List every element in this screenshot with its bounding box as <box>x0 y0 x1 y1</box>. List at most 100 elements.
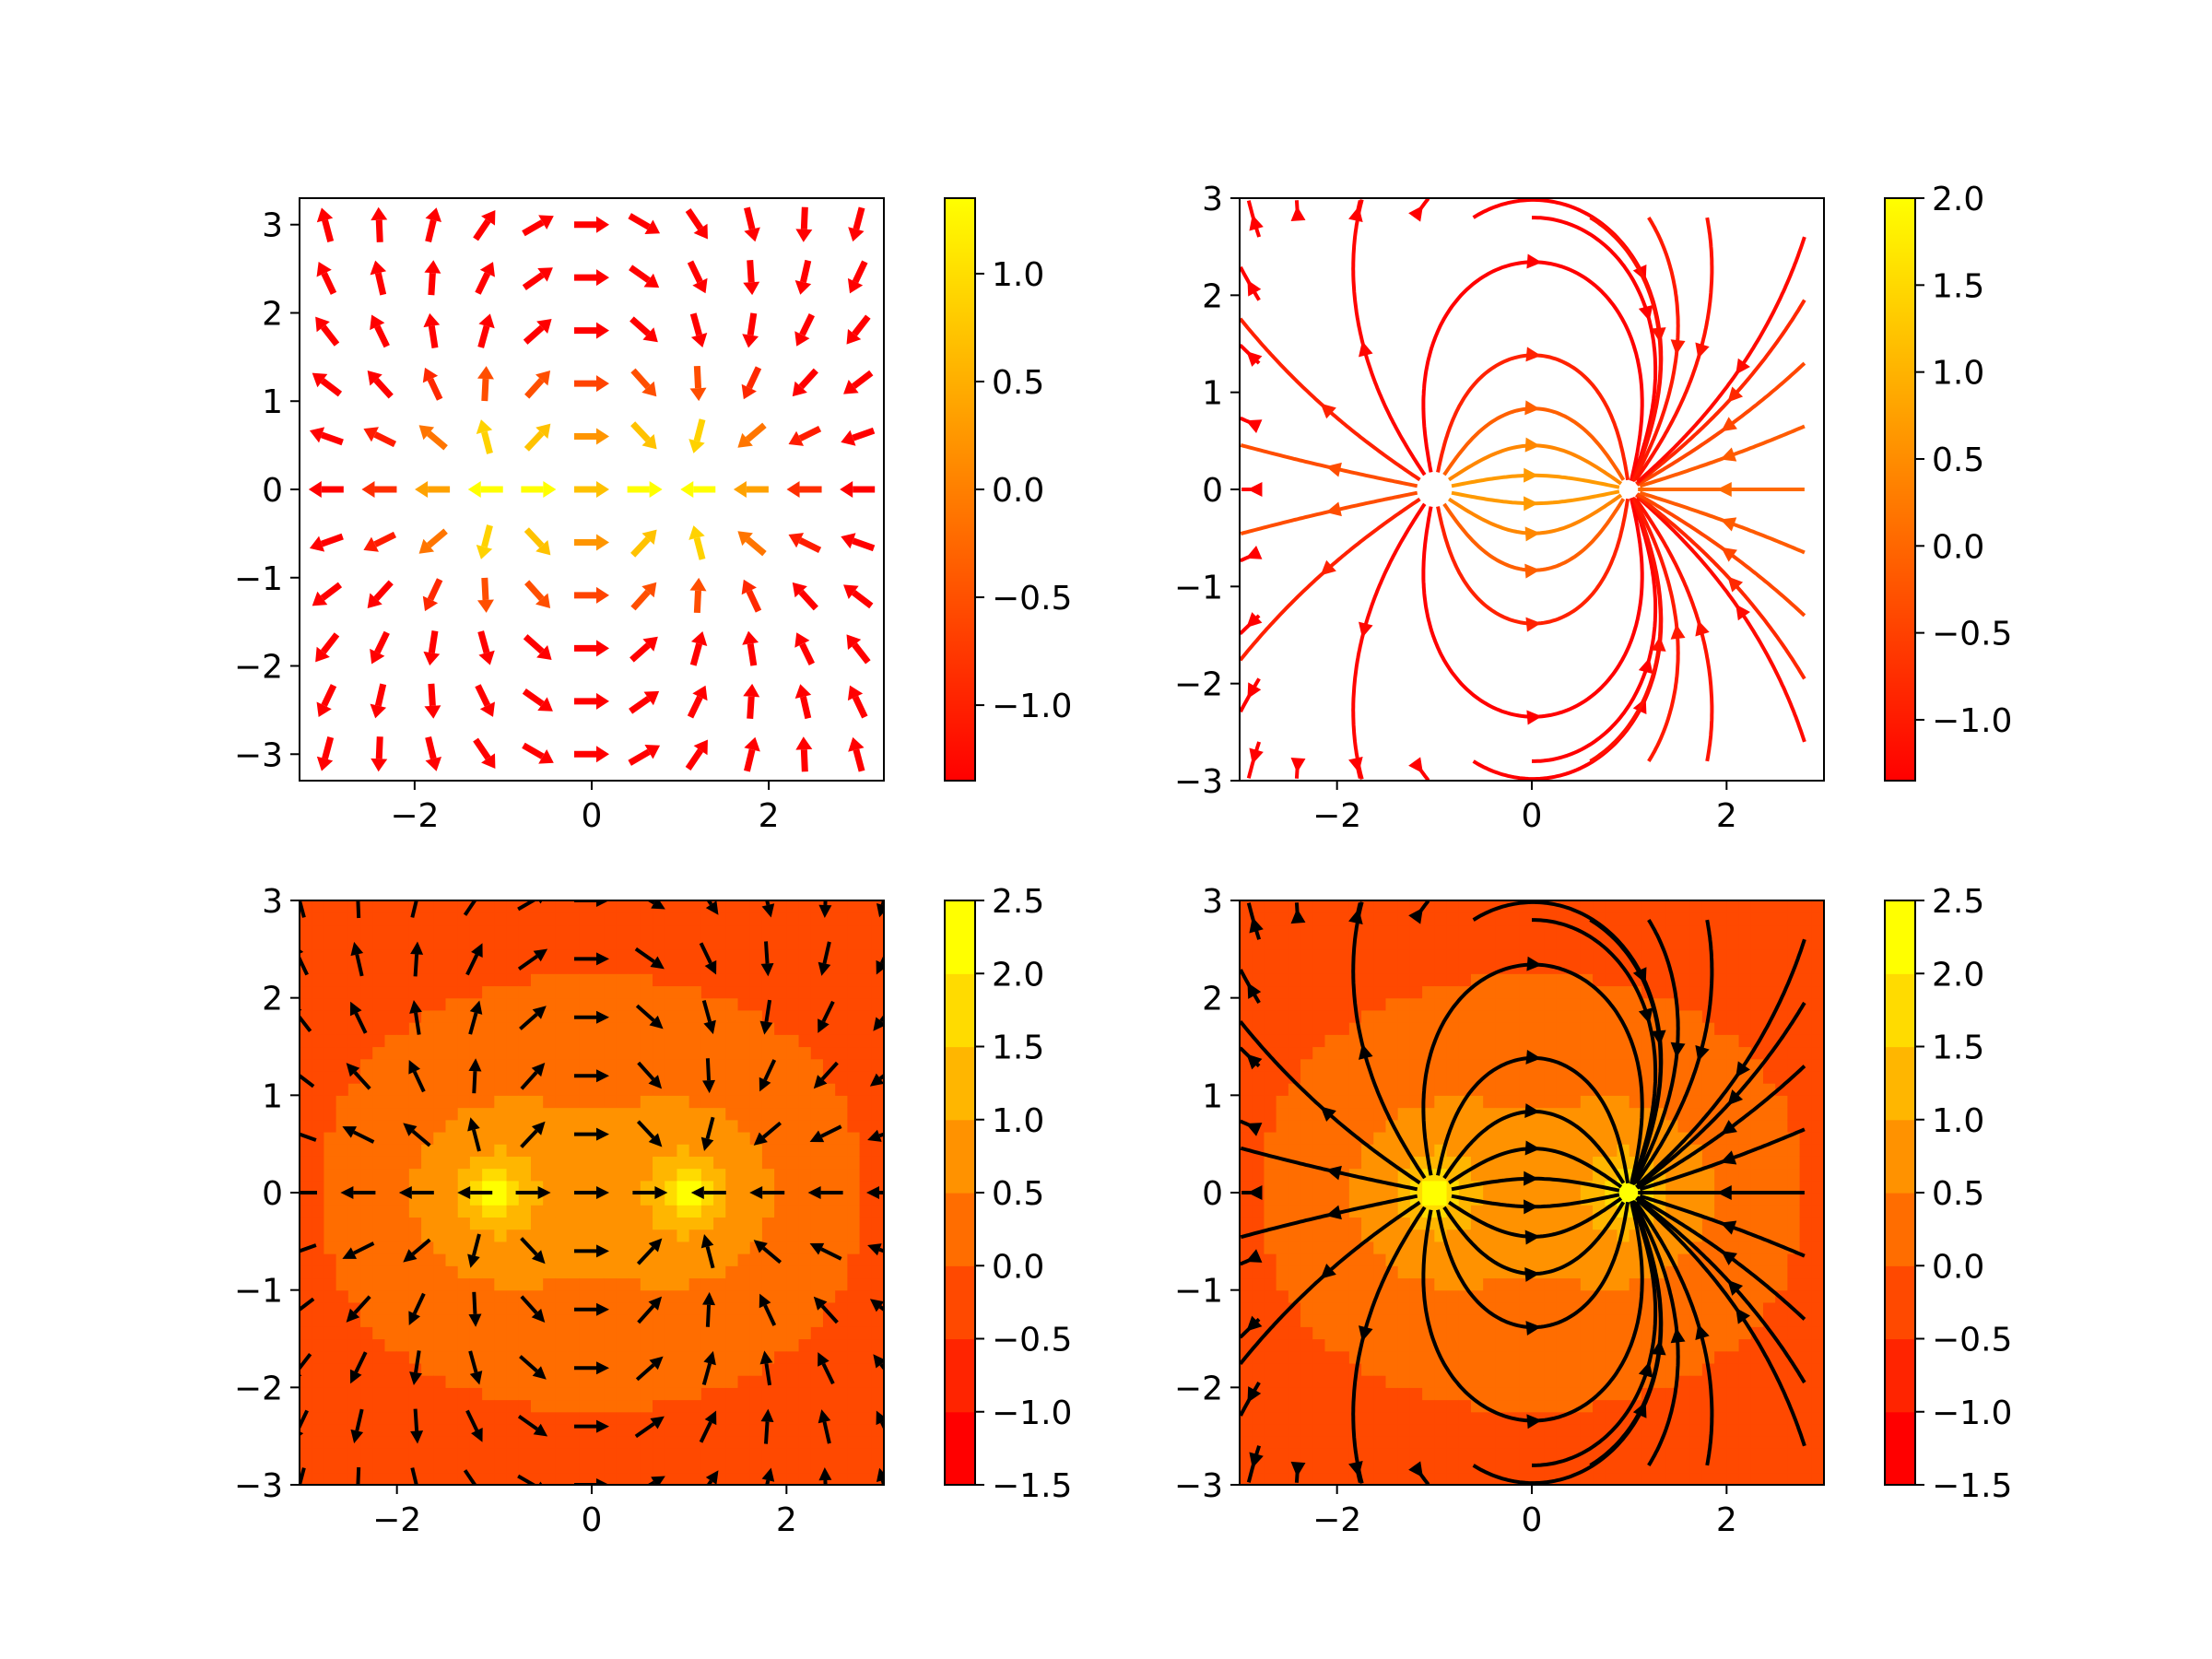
contour-cell <box>555 1022 569 1035</box>
contour-cell <box>640 1095 653 1109</box>
contour-cell <box>1665 912 1679 926</box>
contour-cell <box>457 1083 471 1096</box>
contour-cell <box>1726 1448 1740 1462</box>
quiver-arrow-head <box>363 427 379 442</box>
contour-cell <box>774 1144 787 1157</box>
contour-cell <box>761 936 775 950</box>
contour-cell <box>592 1022 605 1035</box>
contour-cell <box>847 1070 861 1084</box>
contour-cell <box>847 1362 861 1376</box>
colorbar-tick-label: 0.0 <box>992 1248 1044 1286</box>
contour-cell <box>1288 1277 1301 1291</box>
contour-cell <box>1446 973 1460 987</box>
contour-cell <box>1288 1265 1301 1279</box>
contour-cell <box>335 1095 349 1109</box>
contour-cell <box>1532 1350 1545 1364</box>
contour-cell <box>384 912 398 926</box>
contour-cell <box>1434 1180 1448 1194</box>
contour-cell <box>1434 1423 1448 1437</box>
contour-cell <box>1312 924 1326 938</box>
quiver-arrow-head <box>537 697 553 712</box>
contour-cell <box>798 1058 812 1072</box>
contour-cell <box>1470 1436 1484 1449</box>
contour-cell <box>1556 1362 1570 1376</box>
contour-cell <box>665 900 678 913</box>
contour-cell <box>567 1107 581 1121</box>
streamline-arrow <box>1247 682 1262 700</box>
contour-cell <box>592 1144 605 1157</box>
contour-cell <box>1288 997 1301 1011</box>
quiver-arrow-head <box>876 903 884 918</box>
contour-cell <box>665 1411 678 1425</box>
contour-cell <box>1507 1193 1521 1206</box>
contour-cell <box>847 1314 861 1327</box>
contour-cell <box>506 1326 520 1340</box>
contour-cell <box>1288 1423 1301 1437</box>
contour-cell <box>1324 1156 1338 1170</box>
quiver-arrow-head <box>642 327 658 343</box>
contour-cell <box>1470 961 1484 974</box>
contour-cell <box>713 973 726 987</box>
contour-cell <box>312 1156 325 1170</box>
contour-cell <box>1324 912 1338 926</box>
contour-cell <box>1324 1193 1338 1206</box>
contour-cell <box>506 985 520 999</box>
quiver-arrow-shaft <box>413 954 419 977</box>
contour-cell <box>859 1229 873 1242</box>
contour-cell <box>749 1472 763 1485</box>
streamline-arrow <box>1524 467 1539 483</box>
contour-cell <box>384 1180 398 1194</box>
quiver-arrow-head <box>292 1488 305 1501</box>
contour-cell <box>530 1095 544 1109</box>
contour-cell <box>421 1314 434 1327</box>
quiver-arrow-shaft <box>472 1071 477 1094</box>
contour-cell <box>1689 997 1703 1011</box>
contour-cell <box>518 1119 532 1133</box>
contour-cell <box>494 1375 508 1388</box>
contour-cell <box>1336 1301 1350 1315</box>
contour-cell <box>1324 1326 1338 1340</box>
streamline-arrow <box>1246 612 1263 628</box>
contour-cell <box>1409 1009 1423 1023</box>
contour-cell <box>1665 1448 1679 1462</box>
contour-cell <box>1593 1131 1606 1145</box>
quiver-arrow-shaft <box>853 206 865 230</box>
contour-cell <box>1726 1423 1740 1437</box>
contour-cell <box>871 1387 884 1401</box>
contour-cell <box>324 1338 337 1352</box>
contour-cell <box>1532 1217 1545 1230</box>
contour-cell <box>604 900 618 913</box>
contour-cell <box>774 1180 787 1194</box>
contour-cell <box>798 1326 812 1340</box>
quiver-arrow-head <box>371 758 388 772</box>
contour-cell <box>1276 1241 1289 1254</box>
quiver-arrow-head <box>794 331 810 347</box>
contour-cell <box>347 973 361 987</box>
streamline-arrow <box>1525 347 1542 362</box>
contour-cell <box>1458 1472 1472 1485</box>
contour-cell <box>1593 961 1606 974</box>
contour-cell <box>1568 1205 1582 1218</box>
quiver-arrow-head <box>340 1186 354 1199</box>
quiver-arrow-head <box>689 577 707 592</box>
contour-cell <box>1495 924 1509 938</box>
contour-cell <box>469 1107 483 1121</box>
contour-cell <box>421 1253 434 1266</box>
contour-cell <box>871 1326 884 1340</box>
contour-cell <box>1470 1448 1484 1462</box>
contour-cell <box>847 1399 861 1413</box>
contour-cell <box>1324 1144 1338 1157</box>
contour-cell <box>1397 1022 1411 1035</box>
streamline <box>1451 489 1620 506</box>
contour-cell <box>1276 948 1289 962</box>
contour-cell <box>396 1314 410 1327</box>
streamline <box>1589 216 1663 482</box>
contour-cell <box>543 1156 556 1170</box>
contour-cell <box>700 1338 714 1352</box>
contour-cell <box>506 1411 520 1425</box>
contour-cell <box>1288 1144 1301 1157</box>
contour-cell <box>1446 1472 1460 1485</box>
contour-cell <box>1409 961 1423 974</box>
contour-cell <box>555 900 569 913</box>
contour-cell <box>616 1070 629 1084</box>
